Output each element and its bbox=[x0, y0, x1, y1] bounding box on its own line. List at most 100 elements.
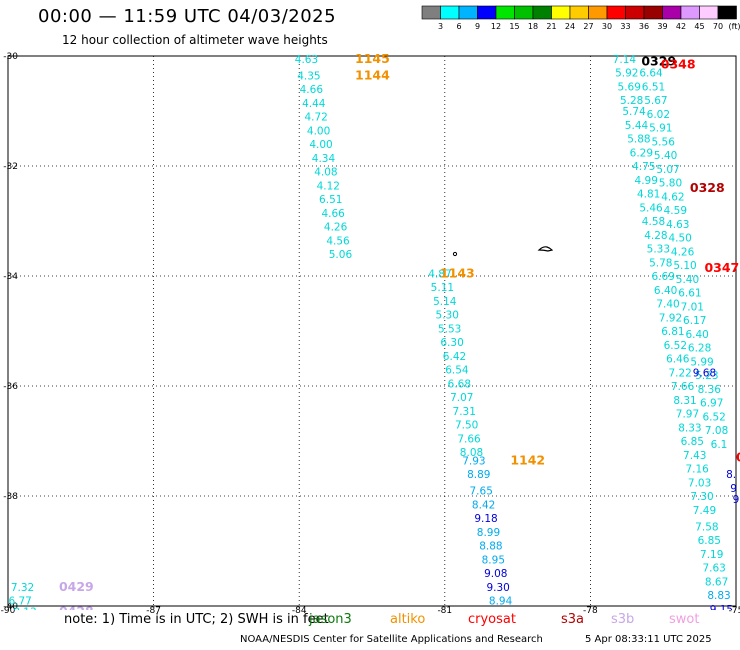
swh-value-label: 6.64 bbox=[639, 68, 663, 80]
plot-frame bbox=[7, 55, 737, 607]
swh-value-label: 5.67 bbox=[644, 95, 667, 107]
page-title: 00:00 — 11:59 UTC 04/03/2025 bbox=[38, 6, 337, 27]
x-tick-label: -78 bbox=[583, 606, 598, 616]
x-tick-label: -87 bbox=[146, 606, 161, 616]
swh-value-label: 7.01 bbox=[681, 301, 704, 313]
generated-timestamp: 5 Apr 08:33:11 UTC 2025 bbox=[585, 634, 712, 645]
swh-value-label: 8. bbox=[726, 469, 736, 481]
colorbar-tick-label: 36 bbox=[639, 22, 649, 31]
swh-value-label: 4.08 bbox=[314, 167, 337, 179]
pass-time-label: 1143 bbox=[440, 265, 475, 280]
colorbar-swatch bbox=[514, 5, 534, 20]
y-tick-label: -38 bbox=[3, 492, 18, 502]
swh-value-label: 6.42 bbox=[443, 351, 466, 363]
colorbar-tick-label: 18 bbox=[528, 22, 538, 31]
swh-value-label: 7.16 bbox=[685, 464, 709, 476]
colorbar-unit-label: (ft) bbox=[728, 22, 740, 31]
swh-value-label: 6.61 bbox=[678, 288, 701, 300]
x-tick-label: -84 bbox=[292, 606, 307, 616]
sat-label-cryosat: cryosat bbox=[468, 612, 516, 627]
swh-value-label: 8.08 bbox=[460, 447, 483, 459]
swh-value-label: 7.43 bbox=[683, 450, 706, 462]
colorbar-swatch bbox=[569, 5, 589, 20]
x-tick-label: -81 bbox=[437, 606, 452, 616]
swh-value-label: 4.35 bbox=[297, 70, 320, 82]
swh-value-label: 5.80 bbox=[659, 178, 682, 190]
swh-value-label: 4.66 bbox=[300, 84, 324, 96]
colorbar-swatch bbox=[421, 5, 441, 20]
swh-value-label: 5.10 bbox=[673, 260, 696, 272]
swh-value-label: 6.81 bbox=[661, 326, 684, 338]
colorbar-swatch bbox=[606, 5, 626, 20]
swh-value-label: 6.52 bbox=[664, 340, 687, 352]
swh-value-label: 4.00 bbox=[309, 139, 332, 151]
pass-time-label: 0348 bbox=[661, 56, 696, 71]
swh-value-label: 5.88 bbox=[627, 134, 650, 146]
colorbar-swatch bbox=[643, 5, 663, 20]
swh-value-label: 8.95 bbox=[482, 554, 505, 566]
colorbar-tick-label: 30 bbox=[602, 22, 612, 31]
swh-value-label: 5.56 bbox=[652, 136, 676, 148]
swh-value-label: 4.58 bbox=[642, 216, 665, 228]
swh-value-label: 4.00 bbox=[307, 125, 330, 137]
colorbar-swatch bbox=[662, 5, 682, 20]
sat-label-jason3: jason3 bbox=[309, 612, 352, 627]
colorbar-swatch bbox=[458, 5, 478, 20]
swh-value-label: 5.92 bbox=[615, 68, 638, 80]
swh-value-label: 6.30 bbox=[440, 337, 463, 349]
y-tick-label: -34 bbox=[3, 272, 18, 282]
swh-value-label: 4.87 bbox=[428, 268, 451, 280]
swh-value-label: 9.70 bbox=[715, 631, 738, 643]
colorbar-swatch bbox=[625, 5, 645, 20]
swh-value-label: 8.36 bbox=[698, 384, 722, 396]
swh-value-label: 7.19 bbox=[700, 549, 723, 561]
swh-value-label: 9.68 bbox=[693, 367, 716, 379]
island-outline bbox=[537, 246, 554, 252]
x-tick-label: -75 bbox=[729, 606, 740, 616]
swh-value-label: 4.12 bbox=[317, 180, 340, 192]
swh-value-label: 5.69 bbox=[618, 81, 641, 93]
colorbar-swatch bbox=[477, 5, 497, 20]
colorbar-tick-label: 39 bbox=[657, 22, 667, 31]
swh-value-label: 7.50 bbox=[455, 420, 478, 432]
swh-value-label: 6.68 bbox=[448, 378, 471, 390]
swh-value-label: 6.52 bbox=[702, 411, 725, 423]
swh-value-label: 4.99 bbox=[635, 175, 658, 187]
swh-value-label: 4.44 bbox=[302, 98, 326, 110]
swh-value-label: 6.69 bbox=[652, 271, 675, 283]
swh-value-label: 8.83 bbox=[707, 590, 730, 602]
swh-value-label: 7.32 bbox=[11, 582, 34, 594]
pass-time-label: 0428 bbox=[59, 604, 94, 619]
swh-value-label: 4.50 bbox=[668, 233, 691, 245]
pass-time-label: 0 bbox=[736, 450, 740, 465]
sat-label-s3a: s3a bbox=[561, 612, 585, 627]
swh-value-label: 7.08 bbox=[705, 425, 728, 437]
swh-value-label: 9 bbox=[730, 483, 737, 495]
swh-value-label: 5.14 bbox=[433, 296, 457, 308]
y-tick-label: -32 bbox=[3, 162, 18, 172]
swh-value-label: 4.26 bbox=[671, 246, 695, 258]
swh-value-label: 7.40 bbox=[656, 299, 679, 311]
swh-value-label: 9.49 bbox=[712, 618, 735, 630]
swh-value-label: 5.53 bbox=[438, 323, 461, 335]
swh-value-label: 8.13 bbox=[13, 607, 36, 619]
swh-value-label: 6.17 bbox=[683, 315, 706, 327]
pass-time-label: 0347 bbox=[704, 260, 739, 275]
swh-value-label: 5.33 bbox=[647, 244, 670, 256]
swh-value-label: 6.28 bbox=[688, 343, 711, 355]
pass-time-label: 1144 bbox=[355, 67, 390, 82]
swh-value-label: 7.65 bbox=[470, 486, 493, 498]
swh-value-label: 6.29 bbox=[630, 147, 653, 159]
colorbar-swatch bbox=[495, 5, 515, 20]
x-tick-label: -90 bbox=[1, 606, 16, 616]
swh-value-label: 6.54 bbox=[445, 365, 469, 377]
swh-value-label: 8.67 bbox=[705, 576, 728, 588]
y-tick-label: -36 bbox=[3, 382, 18, 392]
swh-value-label: 5.40 bbox=[654, 150, 677, 162]
colorbar-swatch bbox=[717, 5, 737, 20]
swh-value-label: 7.66 bbox=[671, 381, 695, 393]
pass-time-label: 1142 bbox=[510, 452, 545, 467]
swh-value-label: 6.46 bbox=[666, 354, 690, 366]
swh-value-label: 4.72 bbox=[304, 112, 327, 124]
y-tick-label: -30 bbox=[3, 52, 18, 62]
